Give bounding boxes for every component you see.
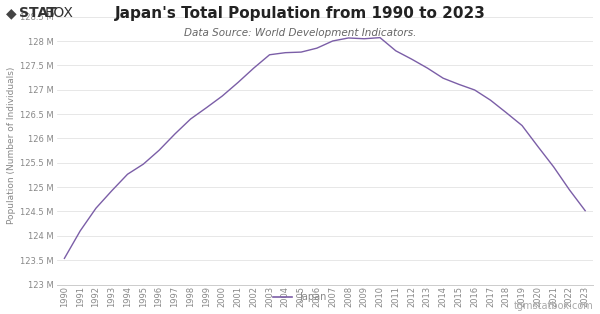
Text: Data Source: World Development Indicators.: Data Source: World Development Indicator… [184,28,416,38]
Japan [376,36,383,40]
Japan [392,49,400,53]
Japan [487,98,494,102]
Y-axis label: Population (Number of Individuals): Population (Number of Individuals) [7,67,16,225]
Japan [329,39,336,43]
Japan [345,36,352,40]
Japan [171,132,178,136]
Japan [408,57,415,61]
Japan [124,172,131,176]
Text: tgmstatbox.com: tgmstatbox.com [514,301,594,311]
Japan [550,165,557,169]
Japan [298,50,305,54]
Japan [534,144,541,148]
Japan [203,106,210,110]
Japan [108,189,115,193]
Legend: Japan: Japan [269,288,331,306]
Japan [61,257,68,260]
Japan [155,149,163,152]
Text: ◆: ◆ [6,6,17,20]
Japan [566,188,573,192]
Japan [92,206,100,210]
Japan [282,51,289,55]
Japan [266,53,273,57]
Japan [218,94,226,98]
Line: Japan: Japan [64,38,585,258]
Japan [440,76,447,80]
Japan [424,66,431,70]
Japan [235,81,242,84]
Text: STAT: STAT [19,6,57,20]
Japan [471,88,478,92]
Japan [77,229,84,233]
Japan [250,66,257,70]
Text: Japan's Total Population from 1990 to 2023: Japan's Total Population from 1990 to 20… [115,6,485,21]
Japan [313,46,320,50]
Japan [581,209,589,213]
Japan [187,117,194,121]
Japan [503,111,510,115]
Japan [518,124,526,127]
Japan [455,83,463,86]
Japan [361,37,368,41]
Text: BOX: BOX [45,6,74,20]
Japan [140,162,147,166]
